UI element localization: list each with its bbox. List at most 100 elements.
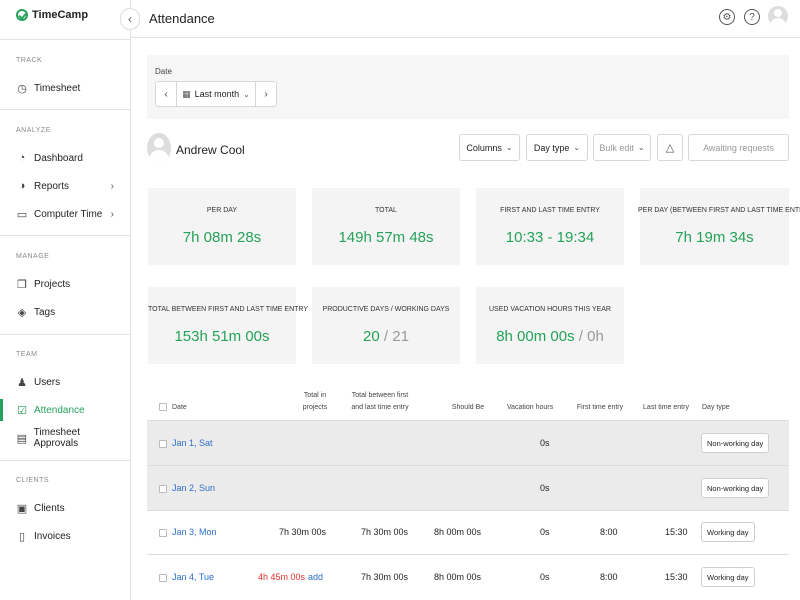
- sidebar-item-reports[interactable]: ◑ Reports ›: [16, 175, 124, 197]
- dropdown-label: Day type: [533, 142, 570, 153]
- avatar-head: [154, 138, 164, 148]
- sidebar-item-projects[interactable]: ❐ Projects: [16, 273, 124, 295]
- employee-avatar: [147, 133, 171, 163]
- row-vacation: 0s: [540, 572, 550, 582]
- stat-value-group: 8h 00m 00s / 0h: [476, 328, 624, 345]
- day-type-dropdown[interactable]: Day type ⌄: [526, 134, 588, 161]
- row-vacation: 0s: [540, 483, 550, 493]
- stat-label: USED VACATION HOURS THIS YEAR: [488, 306, 611, 313]
- day-type-badge[interactable]: Working day: [701, 567, 755, 587]
- header-line: Total between first: [351, 392, 409, 399]
- section-label-analyze: ANALYZE: [16, 127, 51, 134]
- day-type-badge[interactable]: Non-working day: [701, 478, 770, 498]
- row-date-link[interactable]: Jan 1, Sat: [172, 438, 213, 448]
- row-vacation: 0s: [540, 527, 550, 537]
- column-header-date: Date: [172, 404, 187, 411]
- chevron-left-icon: ‹: [128, 12, 132, 26]
- divider: [0, 460, 130, 461]
- page-title: Attendance: [149, 11, 215, 26]
- day-type-badge[interactable]: Working day: [701, 522, 755, 542]
- vacation-request-button[interactable]: △: [657, 134, 683, 161]
- sidebar-item-timesheet[interactable]: ◷ Timesheet: [16, 77, 124, 99]
- stat-value: 20: [363, 328, 380, 345]
- stat-card-productive-days: PRODUCTIVE DAYS / WORKING DAYS 20 / 21: [312, 287, 460, 364]
- row-date-link[interactable]: Jan 3, Mon: [172, 527, 217, 537]
- day-type-badge[interactable]: Non-working day: [701, 433, 770, 453]
- sidebar-item-label: Reports: [34, 180, 70, 192]
- chevron-right-icon: ›: [110, 180, 114, 192]
- row-total-projects: 7h 30m 00s: [279, 527, 327, 537]
- row-checkbox[interactable]: [159, 574, 167, 582]
- table-row[interactable]: Jan 3, Mon 7h 30m 00s 7h 30m 00s 8h 00m …: [147, 510, 789, 554]
- tag-icon: ◈: [17, 306, 27, 319]
- sidebar-item-label: Dashboard: [34, 152, 83, 164]
- sidebar-item-invoices[interactable]: ▯ Invoices: [16, 525, 124, 547]
- collapse-sidebar-button[interactable]: ‹: [120, 8, 140, 30]
- stat-card-per-day-between: PER DAY (BETWEEN FIRST AND LAST TIME ENT…: [638, 188, 800, 265]
- users-icon: ♟: [17, 376, 27, 389]
- section-label-team: TEAM: [16, 351, 38, 358]
- row-checkbox[interactable]: [159, 485, 167, 493]
- stat-value-secondary: 0h: [587, 328, 604, 345]
- divider: [0, 235, 130, 236]
- chevron-right-icon: ›: [264, 88, 268, 100]
- avatar-body: [149, 150, 169, 163]
- date-range-dropdown[interactable]: ▦ Last month ⌄: [176, 82, 256, 106]
- sidebar-item-timesheet-approvals[interactable]: ▤ Timesheet Approvals: [16, 427, 124, 449]
- sidebar-item-dashboard[interactable]: ◔ Dashboard: [16, 147, 124, 169]
- sidebar-item-label: Users: [34, 376, 61, 388]
- sidebar-item-attendance[interactable]: ☑ Attendance: [16, 399, 124, 421]
- awaiting-requests-button[interactable]: Awaiting requests: [688, 134, 789, 161]
- row-date-link[interactable]: Jan 4, Tue: [172, 572, 215, 582]
- stat-card-vacation-hours: USED VACATION HOURS THIS YEAR 8h 00m 00s…: [476, 287, 624, 364]
- select-all-checkbox[interactable]: [159, 403, 167, 411]
- stat-card-first-last-entry: FIRST AND LAST TIME ENTRY 10:33 - 19:34: [476, 188, 624, 265]
- bulk-edit-dropdown[interactable]: Bulk edit ⌄: [593, 134, 651, 161]
- row-vacation: 0s: [540, 438, 550, 448]
- stat-value: 10:33 - 19:34: [505, 229, 595, 246]
- stat-value-group: 20 / 21: [312, 328, 460, 345]
- next-period-button[interactable]: ›: [256, 82, 276, 106]
- date-filter-label: Date: [155, 67, 172, 76]
- column-header-should-be: Should Be: [451, 404, 485, 411]
- settings-gear-icon[interactable]: ⚙: [719, 9, 735, 25]
- sidebar-item-users[interactable]: ♟ Users: [16, 371, 124, 393]
- sidebar-item-label: Computer Time: [34, 208, 103, 220]
- check-square-icon: ☑: [17, 404, 27, 417]
- help-icon[interactable]: ?: [744, 9, 760, 25]
- app-logo[interactable]: TimeCamp: [16, 9, 88, 21]
- user-avatar[interactable]: [768, 6, 788, 26]
- dropdown-label: Bulk edit: [599, 142, 634, 153]
- monitor-icon: ▭: [16, 208, 28, 221]
- divider: [0, 334, 130, 335]
- table-row[interactable]: Jan 2, Sun 0s Non-working day: [147, 465, 789, 510]
- header-line: projects: [302, 404, 328, 411]
- section-label-manage: MANAGE: [16, 253, 50, 260]
- stat-label: TOTAL: [375, 207, 397, 214]
- columns-dropdown[interactable]: Columns ⌄: [459, 134, 520, 161]
- stat-value: 7h 19m 34s: [675, 229, 754, 246]
- table-row[interactable]: Jan 4, Tue 4h 45m 00s add 7h 30m 00s 8h …: [147, 554, 789, 600]
- flask-icon: △: [665, 142, 675, 154]
- sidebar-item-clients[interactable]: ▣ Clients: [16, 497, 124, 519]
- dropdown-label: Columns: [466, 142, 502, 153]
- table-row[interactable]: Jan 1, Sat 0s Non-working day: [147, 420, 789, 465]
- row-should-be: 8h 00m 00s: [434, 527, 482, 537]
- chevron-down-icon: ⌄: [573, 143, 581, 152]
- add-time-link[interactable]: add: [308, 572, 324, 582]
- row-date-link[interactable]: Jan 2, Sun: [172, 483, 216, 493]
- row-total-between: 7h 30m 00s: [361, 527, 409, 537]
- section-label-track: TRACK: [16, 57, 43, 64]
- row-total-between: 7h 30m 00s: [361, 572, 409, 582]
- stat-value: 8h 00m 00s: [496, 328, 575, 345]
- row-checkbox[interactable]: [159, 440, 167, 448]
- stat-label: PRODUCTIVE DAYS / WORKING DAYS: [322, 306, 450, 313]
- sidebar-item-computer-time[interactable]: ▭ Computer Time ›: [16, 203, 124, 225]
- date-range-picker: ‹ ▦ Last month ⌄ ›: [155, 81, 277, 107]
- avatar-head: [774, 9, 782, 17]
- stat-card-total-between: TOTAL BETWEEN FIRST AND LAST TIME ENTRY …: [148, 287, 308, 364]
- row-checkbox[interactable]: [159, 529, 167, 537]
- sidebar-item-tags[interactable]: ◈ Tags: [16, 301, 124, 323]
- row-last-entry: 15:30: [665, 527, 688, 537]
- previous-period-button[interactable]: ‹: [156, 82, 176, 106]
